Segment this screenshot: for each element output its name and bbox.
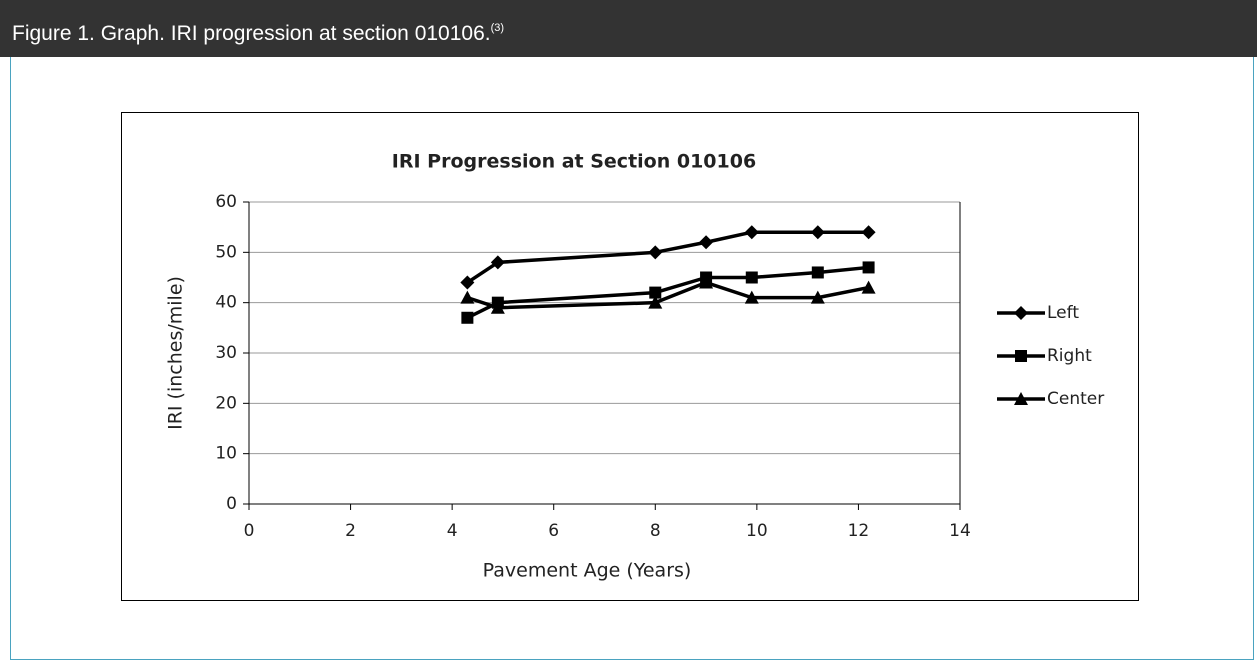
data-point [699,275,714,289]
data-point [490,300,505,314]
figure-frame [10,57,1254,660]
x-tick-label: 12 [848,521,870,541]
data-point [460,290,475,304]
y-tick-label: 0 [226,494,237,514]
data-point [490,255,505,270]
x-tick-label: 0 [244,521,255,541]
data-point [744,225,759,240]
x-tick-label: 2 [345,521,356,541]
data-point [810,290,825,304]
figure-title: Figure 1. Graph. IRI progression at sect… [12,22,491,45]
legend-marker [1015,350,1027,362]
chart-title: IRI Progression at Section 010106 [392,151,756,173]
x-tick-label: 4 [447,521,458,541]
chart-border [121,112,1139,601]
data-point [861,280,876,294]
series-line [466,265,869,320]
data-point [745,271,758,284]
x-tick-label: 8 [650,521,661,541]
legend-marker [1014,306,1028,320]
data-point [648,295,663,309]
data-point [460,275,475,290]
legend-label: Right [1047,346,1092,366]
x-tick-label: 14 [949,521,971,541]
data-point [699,235,714,250]
series-line [466,230,869,284]
y-tick-label: 50 [215,242,237,262]
y-tick-label: 60 [215,192,237,212]
x-tick-label: 6 [548,521,559,541]
data-point [810,225,825,240]
legend-label: Center [1047,389,1104,409]
data-point [811,266,824,279]
figure-header: Figure 1. Graph. IRI progression at sect… [0,0,1257,57]
data-point [461,311,474,324]
legend-marker [1014,392,1028,405]
x-tick-label: 10 [746,521,768,541]
y-tick-label: 20 [215,393,237,413]
series-line [466,280,869,310]
y-tick-label: 30 [215,343,237,363]
data-point [744,290,759,304]
data-point [861,225,876,240]
x-axis-label: Pavement Age (Years) [483,560,692,582]
data-point [648,245,663,260]
data-point [649,286,662,299]
legend-label: Left [1047,303,1079,323]
data-point [862,261,875,274]
y-tick-label: 10 [215,444,237,464]
figure-reference: (3) [490,22,505,34]
y-tick-label: 40 [215,293,237,313]
y-axis-label: IRI (inches/mile) [165,276,187,430]
